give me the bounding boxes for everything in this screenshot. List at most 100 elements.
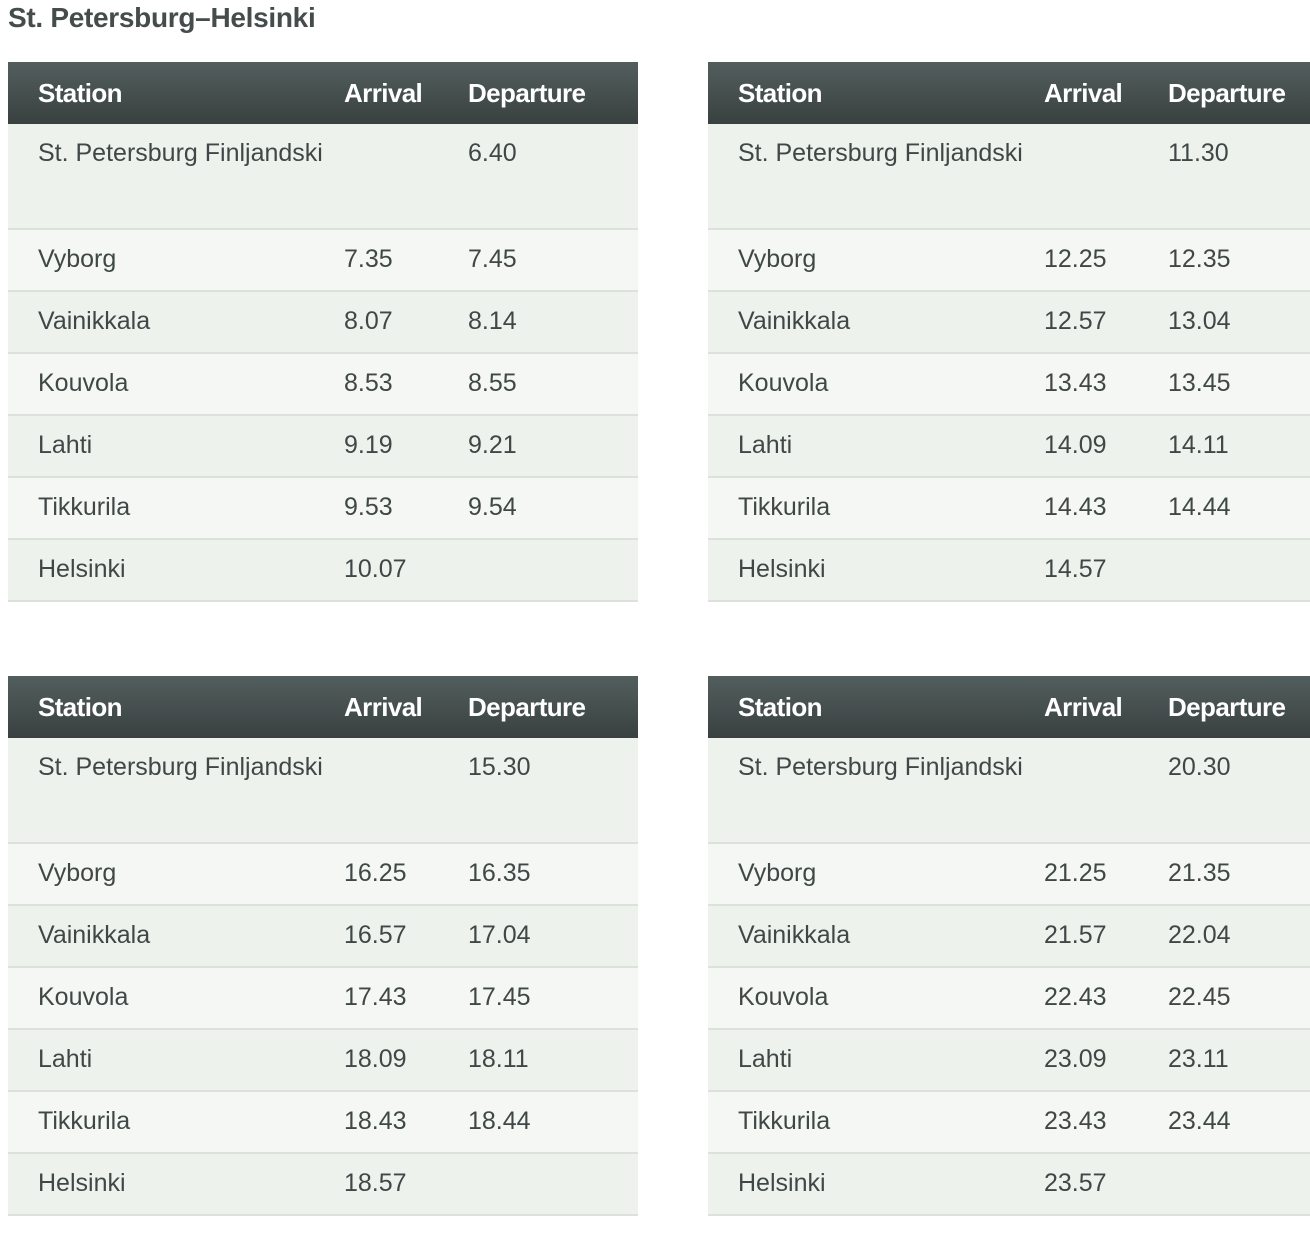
table-row: Lahti 23.09 23.11 — [708, 1029, 1310, 1092]
column-header: Departure — [1168, 676, 1310, 738]
departure-cell: 18.11 — [468, 1029, 638, 1092]
departure-cell: 13.45 — [1168, 353, 1310, 416]
header-row: Station Arrival Departure — [8, 676, 638, 738]
header-row: Station Arrival Departure — [8, 62, 638, 124]
station-cell: Vyborg — [8, 229, 344, 292]
station-cell: Helsinki — [8, 1153, 344, 1216]
arrival-cell: 12.25 — [1044, 229, 1168, 292]
table-row: Vainikkala 16.57 17.04 — [8, 905, 638, 968]
table-row: Helsinki 23.57 — [708, 1153, 1310, 1216]
station-cell: Lahti — [708, 1029, 1044, 1092]
table-row: Vyborg 21.25 21.35 — [708, 843, 1310, 906]
station-cell: Helsinki — [708, 1153, 1044, 1216]
station-cell: Vyborg — [8, 843, 344, 906]
arrival-cell — [1044, 738, 1168, 844]
table-row: St. Petersburg Finljandski 11.30 — [708, 124, 1310, 230]
departure-cell: 17.45 — [468, 967, 638, 1030]
departure-cell: 8.55 — [468, 353, 638, 416]
arrival-cell: 23.43 — [1044, 1091, 1168, 1154]
table-row: Helsinki 10.07 — [8, 539, 638, 602]
departure-cell — [468, 1153, 638, 1216]
departure-cell: 14.44 — [1168, 477, 1310, 540]
column-header: Arrival — [1044, 62, 1168, 124]
arrival-cell: 18.09 — [344, 1029, 468, 1092]
table-row: Tikkurila 14.43 14.44 — [708, 477, 1310, 540]
arrival-cell: 8.53 — [344, 353, 468, 416]
table-row: Vainikkala 12.57 13.04 — [708, 291, 1310, 354]
arrival-cell: 8.07 — [344, 291, 468, 354]
table-row: Kouvola 22.43 22.45 — [708, 967, 1310, 1030]
departure-cell: 6.40 — [468, 124, 638, 230]
arrival-cell: 7.35 — [344, 229, 468, 292]
table-row: Tikkurila 23.43 23.44 — [708, 1091, 1310, 1154]
station-cell: Lahti — [8, 415, 344, 478]
timetable: Station Arrival Departure St. Petersburg Fi… — [8, 676, 638, 1216]
table-row: Kouvola 13.43 13.45 — [708, 353, 1310, 416]
station-cell: Tikkurila — [708, 477, 1044, 540]
arrival-cell: 22.43 — [1044, 967, 1168, 1030]
table-row: Tikkurila 9.53 9.54 — [8, 477, 638, 540]
arrival-cell: 16.25 — [344, 843, 468, 906]
column-header: Departure — [1168, 62, 1310, 124]
arrival-cell: 9.19 — [344, 415, 468, 478]
departure-cell: 20.30 — [1168, 738, 1310, 844]
table-row: Lahti 18.09 18.11 — [8, 1029, 638, 1092]
station-cell: St. Petersburg Finljandski — [708, 738, 1044, 844]
station-cell: St. Petersburg Finljandski — [708, 124, 1044, 230]
arrival-cell: 13.43 — [1044, 353, 1168, 416]
departure-cell: 13.04 — [1168, 291, 1310, 354]
table-row: Helsinki 18.57 — [8, 1153, 638, 1216]
table-row: Kouvola 8.53 8.55 — [8, 353, 638, 416]
station-cell: Helsinki — [708, 539, 1044, 602]
arrival-cell — [344, 738, 468, 844]
arrival-cell: 10.07 — [344, 539, 468, 602]
station-cell: Vainikkala — [708, 905, 1044, 968]
arrival-cell — [344, 124, 468, 230]
departure-cell — [1168, 1153, 1310, 1216]
departure-cell — [468, 539, 638, 602]
header-row: Station Arrival Departure — [708, 62, 1310, 124]
departure-cell: 22.04 — [1168, 905, 1310, 968]
departure-cell: 18.44 — [468, 1091, 638, 1154]
station-cell: Vainikkala — [8, 291, 344, 354]
departure-cell: 9.21 — [468, 415, 638, 478]
column-header: Arrival — [344, 62, 468, 124]
table-row: St. Petersburg Finljandski 15.30 — [8, 738, 638, 844]
column-header: Station — [708, 62, 1044, 124]
table-row: Vainikkala 8.07 8.14 — [8, 291, 638, 354]
departure-cell: 21.35 — [1168, 843, 1310, 906]
departure-cell: 17.04 — [468, 905, 638, 968]
departure-cell: 22.45 — [1168, 967, 1310, 1030]
station-cell: Kouvola — [8, 353, 344, 416]
arrival-cell: 21.25 — [1044, 843, 1168, 906]
arrival-cell: 23.57 — [1044, 1153, 1168, 1216]
station-cell: Kouvola — [8, 967, 344, 1030]
departure-cell: 7.45 — [468, 229, 638, 292]
station-cell: Vyborg — [708, 843, 1044, 906]
column-header: Station — [8, 676, 344, 738]
station-cell: St. Petersburg Finljandski — [8, 738, 344, 844]
column-header: Departure — [468, 676, 638, 738]
departure-cell: 12.35 — [1168, 229, 1310, 292]
departure-cell: 23.11 — [1168, 1029, 1310, 1092]
table-row: Lahti 9.19 9.21 — [8, 415, 638, 478]
column-header: Arrival — [1044, 676, 1168, 738]
station-cell: Kouvola — [708, 353, 1044, 416]
column-header: Station — [708, 676, 1044, 738]
departure-cell: 16.35 — [468, 843, 638, 906]
table-row: St. Petersburg Finljandski 20.30 — [708, 738, 1310, 844]
departure-cell — [1168, 539, 1310, 602]
table-row: Vainikkala 21.57 22.04 — [708, 905, 1310, 968]
timetable: Station Arrival Departure St. Petersburg Fi… — [8, 62, 638, 602]
arrival-cell: 9.53 — [344, 477, 468, 540]
table-row: Vyborg 12.25 12.35 — [708, 229, 1310, 292]
station-cell: Vyborg — [708, 229, 1044, 292]
page-title: St. Petersburg–Helsinki — [8, 2, 316, 33]
table-row: Lahti 14.09 14.11 — [708, 415, 1310, 478]
station-cell: Lahti — [8, 1029, 344, 1092]
timetable: Station Arrival Departure St. Petersburg Fi… — [708, 676, 1310, 1216]
arrival-cell: 17.43 — [344, 967, 468, 1030]
arrival-cell: 18.43 — [344, 1091, 468, 1154]
arrival-cell: 14.09 — [1044, 415, 1168, 478]
table-row: Kouvola 17.43 17.45 — [8, 967, 638, 1030]
